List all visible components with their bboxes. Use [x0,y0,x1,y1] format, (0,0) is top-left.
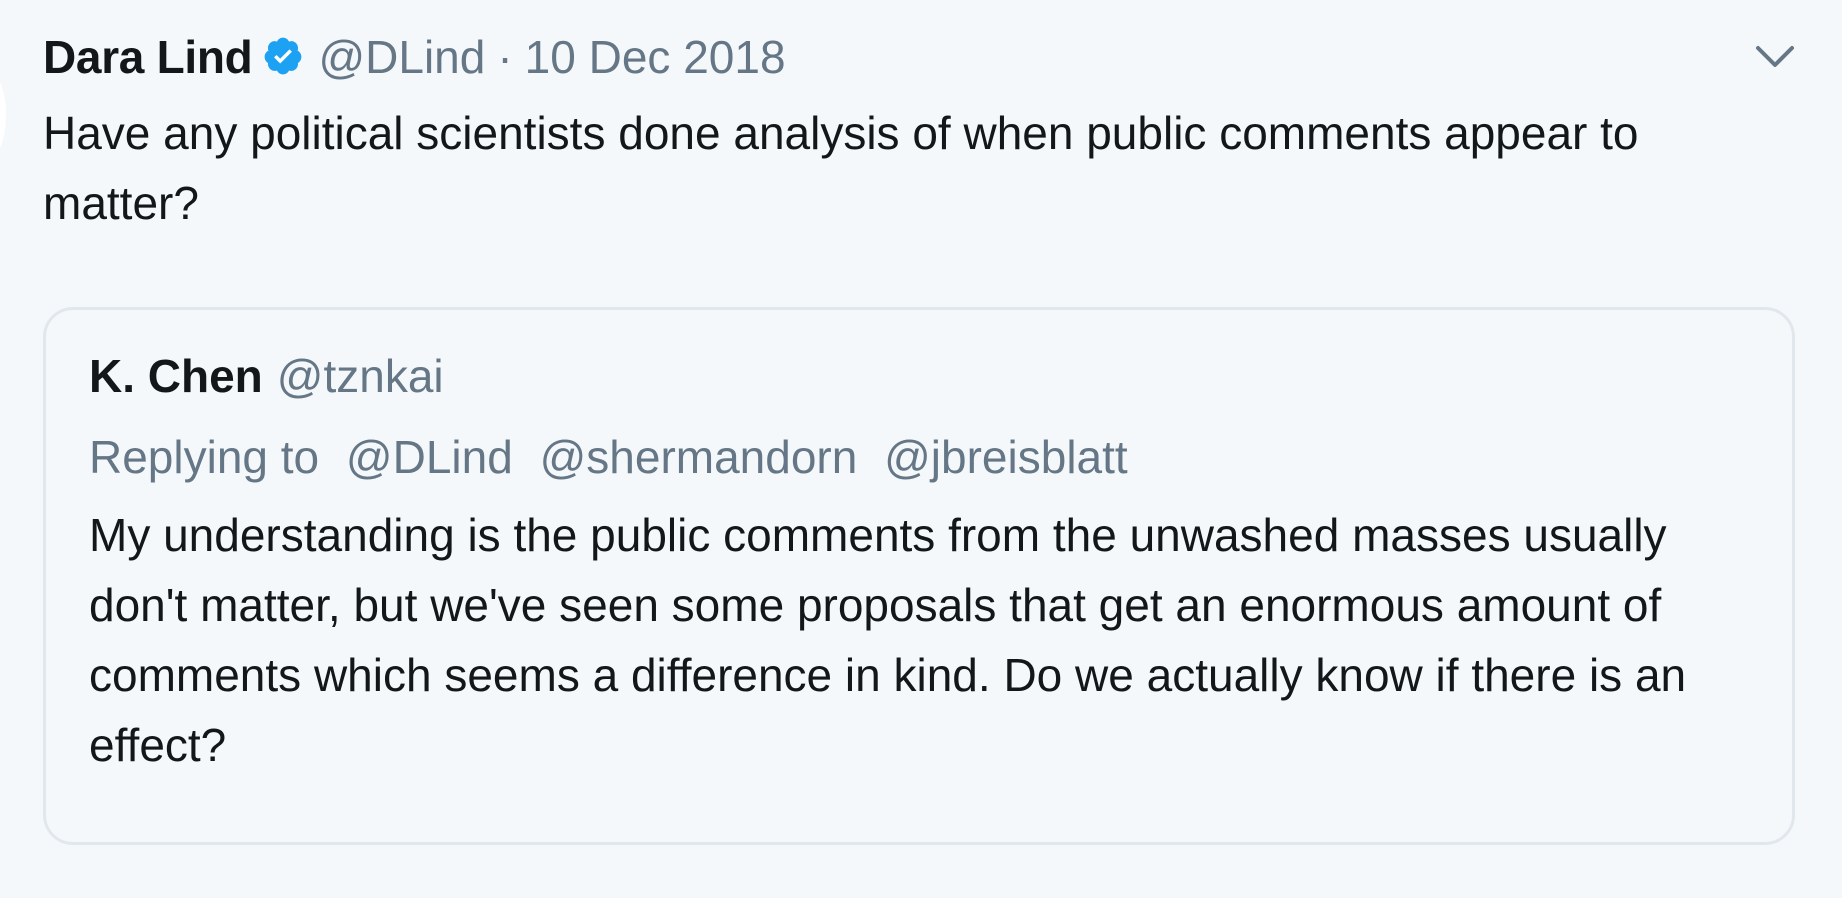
replying-mention[interactable]: @DLind [345,431,513,483]
quoted-tweet-text: My understanding is the public comments … [89,509,1687,771]
author-handle[interactable]: @DLind [318,31,486,83]
chevron-down-icon[interactable] [1755,44,1795,70]
verified-badge-icon [262,35,304,77]
tweet-date[interactable]: 10 Dec 2018 [524,31,786,83]
left-edge-decoration [0,74,6,156]
author-name[interactable]: Dara Lind [43,31,253,83]
replying-to-line: Replying to @DLind @shermandorn @jbreisb… [89,424,1752,490]
tweet-header: Dara Lind @DLind · 10 Dec 2018 [43,24,1803,90]
replying-mention[interactable]: @jbreisblatt [884,431,1128,483]
quoted-tweet-content: K. Chen @tznkai Replying to @DLind @sherm… [89,342,1752,780]
header-separator: · [497,31,513,83]
quoted-tweet-card[interactable]: K. Chen @tznkai Replying to @DLind @sherm… [43,307,1795,845]
replying-to-label: Replying to [89,431,320,483]
quoted-author-handle[interactable]: @tznkai [276,350,444,402]
tweet: Dara Lind @DLind · 10 Dec 2018 Have any … [43,24,1803,238]
replying-mention[interactable]: @shermandorn [539,431,858,483]
quoted-author-name[interactable]: K. Chen [89,350,263,402]
tweet-text: Have any political scientists done analy… [43,107,1639,229]
quoted-tweet-header: K. Chen @tznkai [89,342,1752,410]
